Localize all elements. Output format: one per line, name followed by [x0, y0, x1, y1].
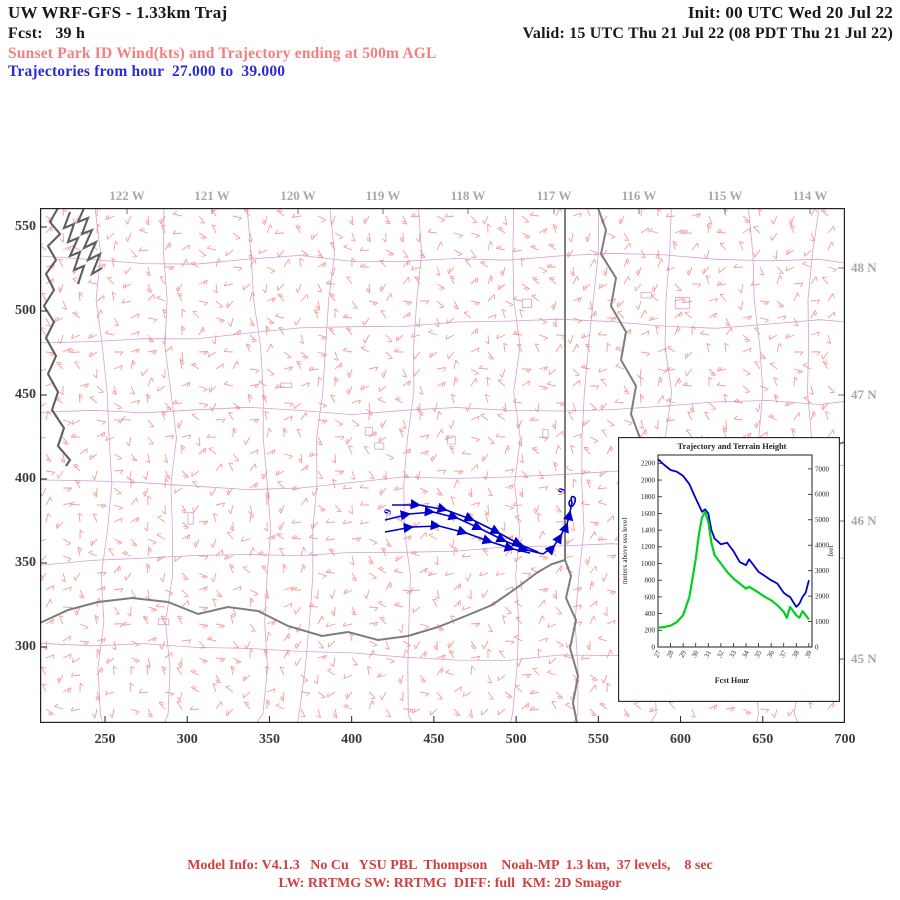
map-x-tick-label: 300 [176, 732, 198, 747]
longitude-tick-label: 114 W [792, 188, 828, 203]
inset-trajectory-terrain-chart: Trajectory and Terrain Height 0 200 400 600 8… [618, 437, 840, 702]
coastline [42, 208, 72, 467]
latitude-tick-label: 45 N [851, 651, 877, 666]
inset-x-tick-label: 38 [791, 649, 802, 659]
state-border [40, 559, 566, 642]
longitude-tick-label: 122 W [109, 188, 145, 203]
inset-x-tick-label: 32 [715, 649, 726, 659]
longitude-tick-label: 117 W [536, 188, 572, 203]
map-y-tick-label: 300 [15, 639, 36, 654]
longitude-tick-label: 120 W [280, 188, 316, 203]
map-x-tick-label: 450 [423, 732, 445, 747]
product-subtitle: Sunset Park ID Wind(kts) and Trajectory … [8, 45, 437, 62]
inset-x-tick-label: 37 [778, 649, 789, 659]
terrain-height-m-asl-line [657, 510, 810, 629]
inset-title: Trajectory and Terrain Height [678, 442, 787, 451]
trajectory-height-m-asl-line [657, 458, 810, 608]
map-x-tick-label: 350 [258, 732, 280, 747]
state-border [564, 208, 580, 723]
inset-x-tick-label: 28 [665, 649, 676, 659]
inset-x-tick-label: 27 [652, 649, 663, 659]
map-y-tick-label: 450 [15, 387, 36, 402]
latitude-tick-label: 47 N [851, 387, 877, 402]
map-x-tick-label: 400 [341, 732, 363, 747]
map-frame [40, 208, 845, 723]
map-y-tick-label: 500 [15, 303, 36, 318]
inset-left-tick-label: 0 [652, 643, 656, 651]
inset-left-tick-label: 600 [645, 593, 656, 601]
model-info-line2: LW: RRTMG SW: RRTMG DIFF: full KM: 2D Sm… [278, 876, 622, 891]
trajectory-hour-label: 9 [382, 508, 394, 516]
trajectory-layer: 99 [382, 487, 577, 556]
model-title: UW WRF-GFS - 1.33km Traj [8, 3, 228, 22]
map-y-tick-label: 400 [15, 471, 36, 486]
map-x-tick-label: 700 [834, 732, 856, 747]
longitude-tick-label: 121 W [194, 188, 230, 203]
trajectory-range-label: Trajectories from hour 27.000 to 39.000 [8, 63, 286, 80]
inset-x-tick-label: 36 [766, 649, 777, 659]
inset-right-tick-label: 5000 [815, 516, 830, 524]
inset-right-tick-label: 7000 [815, 465, 830, 473]
inset-right-tick-label: 6000 [815, 491, 830, 499]
inset-left-tick-label: 200 [645, 627, 656, 635]
inset-right-tick-label: 0 [815, 643, 819, 651]
longitude-tick-label: 115 W [707, 188, 743, 203]
inset-left-tick-label: 1200 [641, 543, 656, 551]
inset-x-tick-label: 30 [690, 649, 701, 659]
inset-x-tick-label: 35 [753, 649, 764, 659]
inset-left-tick-label: 400 [645, 610, 656, 618]
inset-left-tick-label: 1400 [641, 527, 656, 535]
map-x-tick-label: 250 [94, 732, 116, 747]
inset-right-tick-label: 3000 [815, 567, 830, 575]
coastline [62, 211, 86, 285]
map-x-tick-label: 600 [670, 732, 692, 747]
inset-left-tick-label: 2000 [641, 476, 656, 484]
trajectory-path [542, 501, 574, 556]
inset-right-tick-label: 1000 [815, 618, 830, 626]
inset-ylabel-left: meters above sea level [620, 518, 629, 585]
map-x-tick-label: 650 [752, 732, 774, 747]
longitude-tick-label: 119 W [365, 188, 401, 203]
inset-right-tick-label: 4000 [815, 542, 830, 550]
inset-x-tick-label: 29 [678, 649, 689, 659]
inset-xlabel: Fcst Hour [715, 676, 750, 685]
map-x-tick-label: 500 [505, 732, 527, 747]
trajectory-endpoint-knot [568, 495, 577, 508]
inset-left-tick-label: 1000 [641, 560, 656, 568]
inset-ylabel-right: feet [826, 545, 835, 557]
valid-time: Valid: 15 UTC Thu 21 Jul 22 (08 PDT Thu … [522, 25, 893, 42]
inset-frame [618, 437, 840, 702]
inset-left-tick-label: 1800 [641, 493, 656, 501]
trajectory-path [392, 499, 539, 553]
map-x-tick-label: 550 [587, 732, 609, 747]
inset-x-tick-label: 31 [703, 649, 714, 659]
map-y-tick-label: 550 [15, 219, 36, 234]
inset-right-tick-label: 2000 [815, 593, 830, 601]
inset-plot-frame [657, 454, 813, 648]
longitude-tick-label: 116 W [621, 188, 657, 203]
inset-x-tick-label: 33 [728, 649, 739, 659]
map-canvas: 99 [40, 208, 845, 723]
inset-x-tick-label: 39 [803, 649, 814, 659]
map-y-tick-label: 350 [15, 555, 36, 570]
trajectory-hour-label: 9 [556, 487, 568, 495]
latitude-tick-label: 46 N [851, 513, 877, 528]
inset-x-tick-label: 34 [740, 649, 751, 659]
model-info-line1: Model Info: V4.1.3 No Cu YSU PBL Thompso… [187, 858, 713, 873]
inset-left-tick-label: 2200 [641, 460, 656, 468]
coastline [76, 208, 103, 277]
init-time: Init: 00 UTC Wed 20 Jul 22 [687, 3, 893, 22]
longitude-tick-label: 118 W [450, 188, 486, 203]
inset-left-tick-label: 800 [645, 577, 656, 585]
forecast-hour: Fcst: 39 h [8, 25, 86, 42]
inset-left-tick-label: 1600 [641, 510, 656, 518]
latitude-tick-label: 48 N [851, 260, 877, 275]
